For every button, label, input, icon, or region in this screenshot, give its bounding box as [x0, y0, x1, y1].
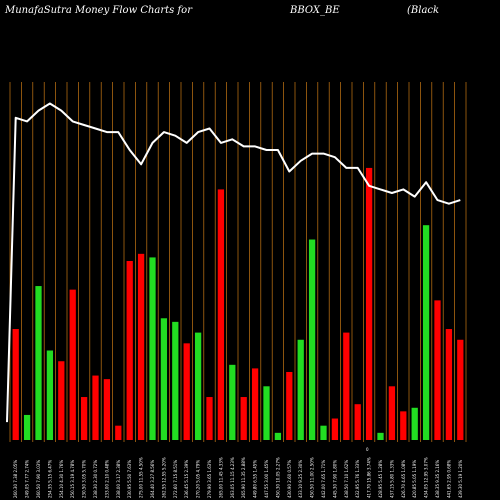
money-flow-bar-7 — [92, 375, 99, 440]
x-tick-label-20: 265.90 11.35 2.88% — [241, 457, 246, 498]
x-tick-label-29: 438.50 7.10 1.62% — [344, 460, 349, 498]
money-flow-bar-14 — [172, 321, 179, 440]
money-flow-bar-39 — [457, 339, 464, 440]
x-tick-label-7: 238.30 2.30 0.72% — [93, 460, 98, 498]
x-tick-label-31: 417.70 15.86 3.74% — [367, 457, 372, 498]
money-flow-bar-13 — [160, 318, 168, 440]
money-flow-bar-5 — [69, 289, 76, 440]
x-tick-label-2: 260.50 7.90 3.03% — [36, 460, 41, 498]
money-flow-bar-0 — [12, 329, 19, 440]
x-tick-label-25: 433.10 9.25 2.30% — [298, 460, 303, 498]
chart-title-symbol: BBOX_BE — [289, 5, 340, 16]
price-line-group — [6, 102, 461, 423]
x-tick-label-3: 254.35 5.15 6.47% — [47, 460, 52, 498]
x-tick-label-17: 279.90 3.65 1.63% — [207, 460, 212, 498]
money-flow-bar-26 — [308, 239, 316, 440]
x-tick-label-38: 441.65 2.95 0.68% — [446, 460, 451, 498]
x-tick-label-0: 260.30 7.38 2.05% — [13, 460, 18, 498]
money-flow-bar-24 — [286, 371, 293, 440]
price-line — [6, 102, 461, 423]
x-tick-label-10: 230.95 5.50 7.63% — [127, 460, 132, 498]
gridlines — [9, 82, 467, 442]
money-flow-bar-10 — [126, 261, 133, 440]
chart-title-right: (Black — [407, 5, 439, 16]
x-tick-label-1: 249.05 7.77 2.74% — [25, 460, 30, 498]
x-tick-label-35: 420.85 5.05 1.19% — [412, 460, 417, 498]
x-tick-label-6: 230.50 3.05 5.70% — [82, 460, 87, 498]
money-flow-bar-38 — [445, 329, 453, 440]
money-flow-bar-35 — [411, 407, 418, 440]
money-flow-bar-33 — [388, 386, 396, 440]
chart-annotation: 0 — [366, 447, 369, 452]
x-tick-label-4: 254.10 4.30 1.76% — [59, 460, 64, 498]
x-tick-label-23: 450.30 10.05 2.27% — [275, 457, 280, 498]
x-tick-label-5: 250.15 3.19 4.78% — [70, 460, 75, 498]
x-tick-label-28: 445.30 7.90 1.80% — [332, 460, 337, 498]
money-flow-bar-12 — [149, 257, 156, 440]
x-tick-label-8: 233.00 2.10 0.48% — [104, 460, 109, 498]
x-tick-label-36: 434.05 12.95 3.07% — [424, 457, 429, 498]
money-flow-bar-25 — [297, 339, 304, 440]
money-flow-bar-11 — [137, 253, 145, 440]
money-flow-bar-19 — [229, 364, 236, 440]
money-flow-bar-36 — [422, 225, 430, 440]
money-flow-bar-9 — [115, 425, 122, 440]
x-tick-label-24: 430.90 2.60 0.57% — [287, 460, 292, 498]
money-flow-bar-1 — [23, 414, 31, 440]
x-tick-label-27: 442.00 7.65 1.71% — [321, 460, 326, 498]
money-flow-bar-2 — [35, 286, 42, 440]
money-flow-bar-16 — [194, 332, 202, 440]
money-flow-bar-34 — [400, 411, 407, 440]
money-flow-bar-22 — [263, 386, 270, 440]
money-flow-bars — [12, 167, 464, 441]
x-tick-label-12: 264.40 3.27 8.56% — [150, 460, 155, 498]
x-tick-label-34: 426.70 4.65 1.08% — [401, 460, 406, 498]
money-flow-bar-17 — [206, 397, 213, 440]
x-tick-label-14: 272.60 7.15 8.51% — [173, 460, 178, 498]
x-tick-label-18: 265.00 11.45 4.33% — [218, 457, 223, 498]
money-flow-bar-23 — [274, 432, 282, 440]
money-flow-bar-30 — [354, 404, 361, 440]
money-flow-bar-20 — [240, 397, 247, 440]
money-flow-bar-21 — [251, 368, 259, 440]
x-tick-labels: 260.30 7.38 2.05% 249.05 7.77 2.74% 260.50… — [13, 457, 463, 498]
chart-title-left: MunafaSutra Money Flow Charts for — [4, 5, 193, 16]
money-flow-bar-29 — [343, 332, 350, 440]
x-tick-label-16: 270.20 5.05 4.79% — [196, 460, 201, 498]
money-flow-bar-3 — [46, 350, 54, 440]
x-tick-label-11: 275.00 11.55 4.50% — [139, 457, 144, 498]
money-flow-bar-37 — [434, 300, 441, 440]
x-tick-label-13: 262.55 12.55 5.20% — [161, 457, 166, 498]
money-flow-bar-28 — [331, 418, 339, 440]
money-flow-bar-32 — [377, 432, 384, 440]
x-tick-label-30: 432.95 5.76 1.33% — [355, 460, 360, 498]
money-flow-bar-8 — [103, 379, 111, 440]
money-flow-bar-15 — [183, 343, 190, 440]
x-tick-label-22: 447.55 3.00 1.45% — [264, 460, 269, 498]
x-tick-label-15: 236.45 5.15 2.39% — [184, 460, 189, 498]
x-tick-label-32: 428.95 5.45 1.28% — [378, 460, 383, 498]
x-tick-label-26: 450.50 11.00 2.50% — [310, 457, 315, 498]
x-tick-label-37: 438.35 9.35 2.16% — [435, 460, 440, 498]
x-tick-label-21: 449.80 6.55 1.45% — [253, 460, 258, 498]
x-tick-label-33: 437.15 5.80 1.33% — [389, 460, 394, 498]
x-tick-label-19: 263.05 11.15 4.23% — [230, 457, 235, 498]
money-flow-bar-31 — [365, 167, 373, 441]
money-flow-bar-4 — [58, 361, 65, 440]
money-flow-bar-6 — [80, 397, 88, 440]
x-tick-label-39: 439.30 5.19 1.20% — [458, 460, 463, 498]
money-flow-bar-18 — [217, 189, 225, 440]
x-tick-label-9: 238.00 3.17 2.38% — [116, 460, 121, 498]
money-flow-bar-27 — [320, 425, 327, 440]
